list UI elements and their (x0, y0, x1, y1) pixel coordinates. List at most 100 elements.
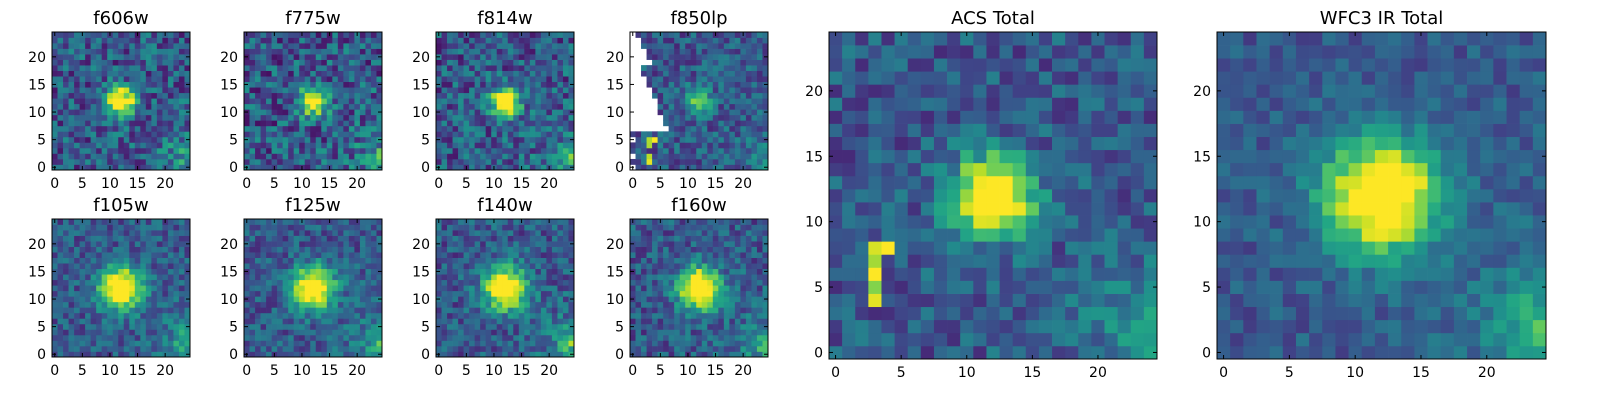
heatmap-cell (79, 158, 86, 165)
heatmap-cell (502, 351, 509, 358)
heatmap-cell (348, 54, 355, 60)
heatmap-cell (458, 219, 464, 225)
heatmap-cell (326, 307, 333, 314)
heatmap-cell (129, 318, 136, 325)
heatmap-cell (277, 351, 283, 358)
heatmap-cell (112, 164, 119, 171)
heatmap-cell (255, 340, 261, 347)
x-tick-label: 0 (434, 363, 443, 379)
heatmap-cell (690, 98, 697, 105)
heatmap-cell (474, 147, 481, 154)
heatmap-cell (173, 120, 180, 127)
heatmap-cell (354, 37, 361, 44)
heatmap-cell (568, 230, 575, 236)
heatmap-cell (502, 114, 509, 121)
heatmap-cell (68, 329, 75, 336)
heatmap-cell (723, 37, 730, 44)
heatmap-cell (52, 334, 58, 341)
heatmap-cell (474, 37, 481, 44)
heatmap-cell (123, 252, 130, 258)
heatmap-cell (685, 323, 692, 330)
heatmap-cell (107, 301, 114, 308)
heatmap-cell (535, 329, 542, 336)
heatmap-cell (652, 147, 658, 154)
heatmap-cell (480, 37, 487, 44)
heatmap-cell (480, 323, 487, 330)
heatmap-cell (562, 318, 569, 325)
heatmap-cell (740, 120, 747, 127)
heatmap-cell (674, 32, 681, 38)
heatmap-cell (359, 230, 366, 236)
heatmap-cell (277, 37, 283, 44)
heatmap-cell (480, 301, 487, 308)
heatmap-cell (96, 279, 103, 286)
heatmap-cell (463, 279, 470, 286)
heatmap-cell (745, 48, 752, 55)
heatmap-cell (529, 296, 536, 303)
heatmap-cell (370, 37, 377, 44)
heatmap-cell (140, 252, 147, 258)
heatmap-cell (762, 114, 769, 121)
heatmap-cell (266, 241, 272, 247)
heatmap-cell (79, 103, 86, 110)
heatmap-cell (679, 158, 686, 165)
heatmap-cell (332, 274, 339, 281)
heatmap-cell (745, 54, 752, 60)
heatmap-cell (112, 81, 119, 88)
heatmap-cell (151, 125, 158, 132)
heatmap-cell (140, 131, 147, 138)
heatmap-cell (162, 48, 169, 55)
heatmap-cell (332, 59, 339, 66)
heatmap-cell (310, 131, 317, 138)
heatmap-cell (668, 263, 675, 270)
heatmap-cell (321, 340, 328, 347)
heatmap-cell (441, 323, 448, 330)
heatmap-cell (376, 318, 383, 325)
heatmap-cell (271, 48, 278, 55)
heatmap-cell (332, 87, 339, 94)
heatmap-cell (474, 263, 481, 270)
heatmap-cell (657, 296, 664, 303)
heatmap-cell (337, 109, 344, 116)
heatmap-cell (458, 257, 464, 264)
heatmap-cell (458, 76, 464, 83)
heatmap-cell (535, 142, 542, 149)
heatmap-cell (145, 92, 152, 99)
y-tick-label: 15 (28, 264, 46, 280)
heatmap-cell (151, 120, 158, 127)
heatmap-cell (337, 296, 344, 303)
heatmap-cell (740, 125, 747, 132)
heatmap-cell (85, 65, 91, 71)
x-tick-label: 10 (485, 363, 503, 379)
heatmap-cell (343, 241, 350, 247)
heatmap-cell (469, 114, 475, 121)
heatmap-cell (540, 301, 547, 308)
heatmap-cell (315, 37, 322, 44)
heatmap-cell (756, 125, 763, 132)
heatmap-cell (326, 274, 333, 281)
heatmap-cell (436, 147, 442, 154)
heatmap-cell (354, 296, 361, 303)
heatmap-cell (167, 43, 174, 49)
heatmap-cell (729, 158, 736, 165)
heatmap-cell (480, 120, 487, 127)
heatmap-cell (134, 109, 141, 116)
heatmap-cell (96, 136, 103, 143)
heatmap-cell (546, 318, 553, 325)
heatmap-cell (762, 59, 769, 66)
heatmap-cell (729, 87, 736, 94)
heatmap-cell (518, 235, 525, 242)
heatmap-cell (674, 296, 681, 303)
heatmap-cell (663, 285, 669, 292)
heatmap-cell (646, 345, 653, 352)
heatmap-cell (293, 323, 300, 330)
heatmap-cell (496, 65, 503, 71)
heatmap-cell (707, 158, 714, 165)
heatmap-cell (496, 98, 503, 105)
heatmap-cell (96, 230, 103, 236)
heatmap-cell (546, 268, 553, 275)
heatmap-cell (668, 290, 675, 297)
heatmap-cell (507, 351, 514, 358)
heatmap-cell (370, 81, 377, 88)
heatmap-cell (707, 290, 714, 297)
